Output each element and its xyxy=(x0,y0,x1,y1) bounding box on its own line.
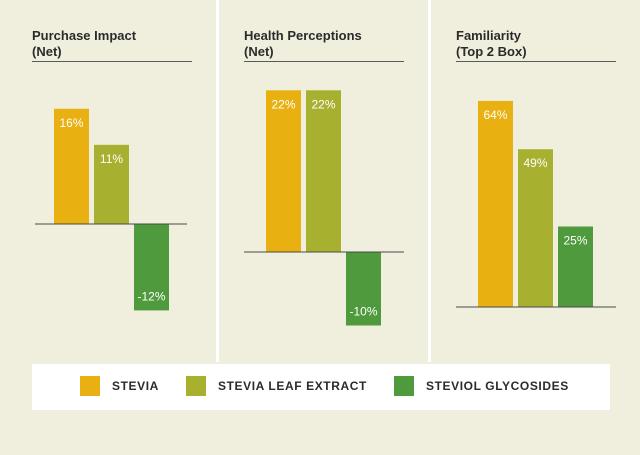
panel-title-familiarity: Familiarity (Top 2 Box) xyxy=(456,28,527,60)
bar-steviol-glycosides xyxy=(558,226,593,307)
panel-divider-left xyxy=(216,0,219,362)
panel-title-line2: (Net) xyxy=(244,44,274,59)
chart-purchase-impact: 16% 11% -12% xyxy=(35,108,187,311)
legend-item-steviol-glycosides: STEVIOL GLYCOSIDES xyxy=(394,376,569,396)
bar-stevia-leaf-extract xyxy=(306,90,341,252)
panel-title-rule xyxy=(244,61,404,62)
bar-stevia xyxy=(54,108,89,224)
legend-swatch-steviol-glycosides xyxy=(394,376,414,396)
data-label-stevia-leaf-extract: 11% xyxy=(100,152,123,166)
panel-title-line1: Familiarity xyxy=(456,28,522,43)
bar-stevia-leaf-extract xyxy=(94,144,129,224)
bar-stevia xyxy=(478,100,513,307)
legend-label: STEVIA xyxy=(112,379,159,393)
panel-title-line1: Health Perceptions xyxy=(244,28,362,43)
panel-title-rule xyxy=(456,61,616,62)
panel-title-purchase-impact: Purchase Impact (Net) xyxy=(32,28,136,60)
panel-title-rule xyxy=(32,61,192,62)
bar-stevia xyxy=(266,90,301,252)
panel-divider-right xyxy=(428,0,431,362)
data-label-stevia: 22% xyxy=(271,97,295,111)
legend-label: STEVIA LEAF EXTRACT xyxy=(218,379,367,393)
legend-item-stevia-leaf-extract: STEVIA LEAF EXTRACT xyxy=(186,376,367,396)
bar-steviol-glycosides xyxy=(134,224,169,311)
panel-title-health-perceptions: Health Perceptions (Net) xyxy=(244,28,362,60)
legend-item-stevia: STEVIA xyxy=(80,376,159,396)
legend: STEVIA STEVIA LEAF EXTRACT STEVIOL GLYCO… xyxy=(32,364,610,410)
data-label-stevia: 16% xyxy=(59,116,83,130)
bar-steviol-glycosides xyxy=(346,252,381,326)
panel-title-line2: (Top 2 Box) xyxy=(456,44,527,59)
legend-swatch-stevia-leaf-extract xyxy=(186,376,206,396)
panel-title-line2: (Net) xyxy=(32,44,62,59)
data-label-stevia: 64% xyxy=(483,108,507,122)
data-label-steviol-glycosides: -12% xyxy=(137,289,165,303)
data-label-steviol-glycosides: -10% xyxy=(349,305,377,319)
legend-swatch-stevia xyxy=(80,376,100,396)
chart-health-perceptions: 22% 22% -10% xyxy=(244,90,404,326)
legend-label: STEVIOL GLYCOSIDES xyxy=(426,379,569,393)
data-label-stevia-leaf-extract: 22% xyxy=(311,97,335,111)
data-label-steviol-glycosides: 25% xyxy=(563,234,587,248)
data-label-stevia-leaf-extract: 49% xyxy=(523,156,547,170)
bar-stevia-leaf-extract xyxy=(518,149,553,307)
chart-familiarity: 64% 49% 25% xyxy=(456,100,616,308)
panel-title-line1: Purchase Impact xyxy=(32,28,137,43)
